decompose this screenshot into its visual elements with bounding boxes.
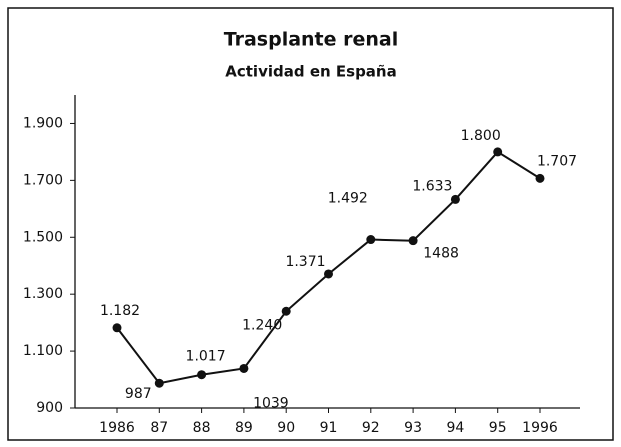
- x-tick-label: 90: [277, 420, 295, 436]
- x-tick-label: 1986: [99, 420, 135, 436]
- frame: [7, 7, 614, 441]
- value-label: 1.633: [412, 178, 452, 194]
- point: [450, 194, 460, 204]
- point: [112, 323, 122, 333]
- point: [239, 363, 249, 373]
- value-label: 1.707: [537, 153, 577, 169]
- x-tick-label: 95: [489, 420, 507, 436]
- value-label: 1.371: [285, 254, 325, 270]
- point: [493, 147, 503, 157]
- y-tick-label: 1.500: [23, 229, 63, 245]
- value-label: 1.017: [186, 349, 226, 365]
- point: [535, 173, 545, 183]
- value-label: 1.492: [328, 191, 368, 207]
- line: [116, 150, 541, 385]
- value-label: 1.800: [461, 128, 501, 144]
- x-tick-label: 89: [235, 420, 253, 436]
- y-tick-label: 1.100: [23, 343, 63, 359]
- chart-subtitle: Actividad en España: [225, 63, 396, 81]
- value-label: 987: [125, 386, 152, 402]
- point: [197, 370, 207, 380]
- point: [366, 235, 376, 245]
- value-label: 1.240: [242, 317, 282, 333]
- x-tick-label: 93: [404, 420, 422, 436]
- value-label: 1039: [253, 395, 289, 411]
- chart-title: Trasplante renal: [224, 29, 399, 51]
- point: [154, 378, 164, 388]
- y-tick-label: 1.300: [23, 286, 63, 302]
- value-label: 1488: [423, 246, 459, 262]
- x-tick-label: 92: [362, 420, 380, 436]
- x-tick-label: 88: [193, 420, 211, 436]
- y-tick-label: 1.900: [23, 115, 63, 131]
- x-tick-label: 1996: [522, 420, 558, 436]
- x-tick-label: 91: [320, 420, 338, 436]
- point: [408, 236, 418, 246]
- point: [324, 269, 333, 279]
- point: [281, 306, 291, 316]
- y-tick-label: 900: [36, 400, 63, 416]
- value-label: 1.182: [100, 303, 140, 319]
- x-tick-label: 87: [150, 420, 168, 436]
- y-tick-label: 1.700: [23, 172, 63, 188]
- x-tick-label: 94: [446, 420, 464, 436]
